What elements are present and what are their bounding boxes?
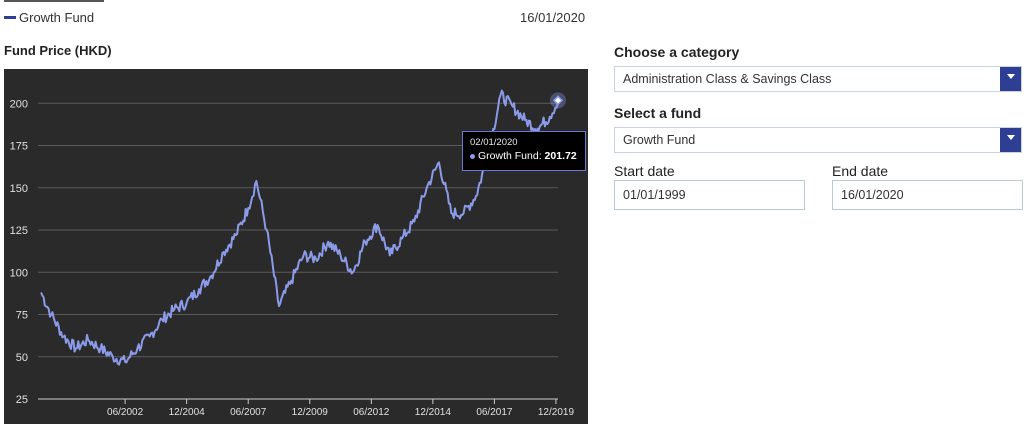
legend-label: Growth Fund (19, 10, 95, 25)
y-tick-label: 75 (16, 310, 28, 322)
chevron-down-icon (1006, 134, 1015, 140)
x-tick-label: 12/2004 (169, 407, 206, 418)
tooltip-value: 201.72 (544, 150, 577, 162)
y-tick-label: 200 (10, 98, 28, 110)
tooltip-series-dot (470, 153, 475, 159)
y-tick-label: 125 (10, 225, 28, 237)
hover-point-marker[interactable] (552, 95, 564, 106)
y-tick-label: 150 (10, 183, 28, 195)
y-tick-label: 25 (16, 394, 28, 406)
x-tick-label: 06/2002 (107, 407, 144, 418)
category-dropdown-button[interactable] (1000, 67, 1021, 91)
top-divider (4, 0, 104, 2)
y-tick-label: 175 (10, 141, 28, 153)
x-tick-label: 12/2019 (538, 407, 575, 418)
end-date-input[interactable]: 16/01/2020 (832, 180, 1023, 210)
chart-tooltip: 02/01/2020 Growth Fund: 201.72 (462, 131, 586, 171)
x-tick-label: 06/2012 (353, 407, 390, 418)
x-tick-label: 12/2009 (292, 407, 329, 418)
category-label: Choose a category (614, 44, 740, 60)
price-chart[interactable]: 25 50 75 100 125 150 175 200 06/2002 12/2004 06/20… (4, 69, 588, 424)
x-tick-label: 06/2017 (476, 407, 513, 418)
fund-dropdown-button[interactable] (1000, 128, 1021, 152)
as-of-date: 16/01/2020 (520, 10, 586, 25)
category-select[interactable]: Administration Class & Savings Class (614, 66, 1022, 92)
fund-select-value: Growth Fund (623, 133, 696, 147)
x-tick-label: 12/2014 (415, 407, 452, 418)
chart-title: Fund Price (HKD) (4, 43, 112, 58)
tooltip-date: 02/01/2020 (470, 137, 518, 148)
x-tick-label: 06/2007 (230, 407, 267, 418)
y-tick-label: 100 (10, 267, 28, 279)
fund-select[interactable]: Growth Fund (614, 127, 1022, 153)
end-date-label: End date (832, 163, 889, 179)
chevron-down-icon (1006, 73, 1015, 79)
start-date-input[interactable]: 01/01/1999 (614, 180, 805, 210)
series-line-growth-fund[interactable] (40, 89, 559, 366)
tooltip-series-name: Growth Fund: (478, 150, 542, 162)
fund-label: Select a fund (614, 105, 702, 121)
y-tick-label: 50 (16, 352, 28, 364)
chart-legend[interactable]: Growth Fund (4, 10, 94, 25)
chart-svg: 25 50 75 100 125 150 175 200 06/2002 12/2004 06/20… (10, 89, 575, 418)
tooltip-line: Growth Fund: 201.72 (470, 150, 578, 162)
start-date-label: Start date (614, 163, 675, 179)
category-select-value: Administration Class & Savings Class (623, 72, 832, 86)
legend-swatch (4, 16, 16, 19)
